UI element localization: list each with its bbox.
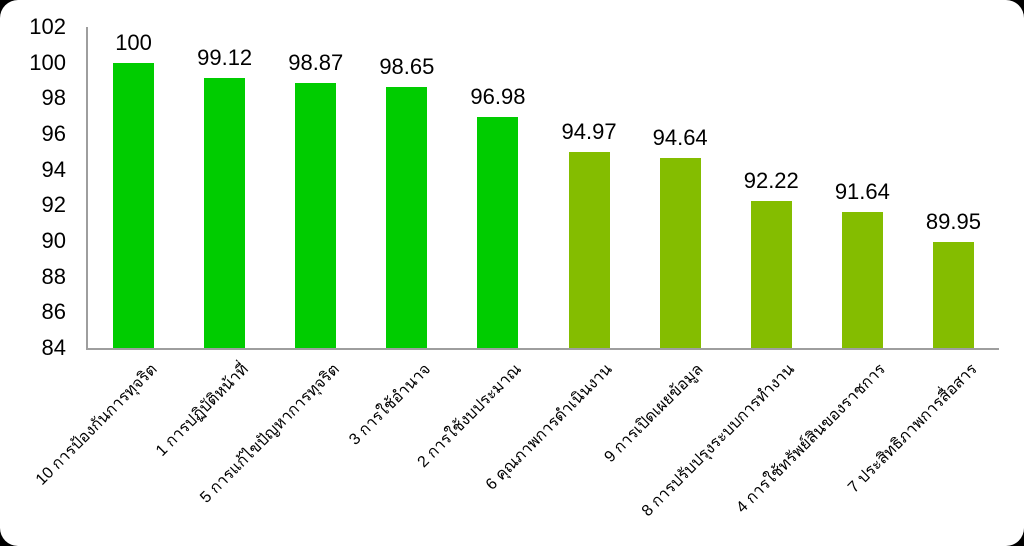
- bar: [841, 211, 883, 348]
- bar-value-label: 98.65: [379, 53, 435, 79]
- y-axis-tick-label: 86: [41, 299, 66, 325]
- x-axis-category-label: 8 การปรับปรุงระบบการทำงาน: [638, 360, 799, 521]
- x-axis-line: [86, 348, 999, 350]
- bar: [659, 158, 701, 348]
- bar-value-label: 98.87: [288, 49, 344, 75]
- bar: [568, 152, 610, 348]
- bar-value-label: 94.64: [652, 125, 708, 151]
- bar-value-label: 92.22: [743, 168, 799, 194]
- x-axis-category-label: 3 การใช้อำนาจ: [345, 360, 434, 449]
- y-axis-tick-label: 84: [41, 335, 66, 360]
- bar: [477, 116, 519, 348]
- bar: [386, 86, 428, 348]
- x-axis-category-label: 10 การป้องกันการทุจริต: [32, 360, 161, 489]
- bar-value-label: 96.98: [470, 83, 526, 109]
- y-axis-line: [86, 27, 88, 350]
- y-axis-tick-label: 98: [41, 85, 66, 111]
- bar-value-label: 94.97: [561, 119, 617, 145]
- y-axis-tick-label: 94: [41, 156, 66, 182]
- y-axis-tick-label: 88: [41, 263, 66, 289]
- bar-value-label: 99.12: [197, 45, 253, 71]
- y-axis-tick-label: 90: [41, 228, 66, 253]
- bar: [750, 201, 792, 348]
- y-axis-tick-label: 102: [29, 14, 66, 39]
- y-axis-tick-label: 96: [41, 121, 66, 146]
- y-axis-tick-label: 100: [29, 49, 66, 75]
- bar: [932, 241, 974, 348]
- bar-value-label: 91.64: [834, 178, 890, 204]
- bar-value-label: 89.95: [925, 208, 981, 234]
- bar: [295, 82, 337, 348]
- x-axis-category-label: 4 การใช้ทรัพย์สินของราชการ: [733, 360, 890, 517]
- bar: [113, 62, 155, 348]
- bar-value-label: 100: [115, 29, 152, 55]
- bar: [204, 78, 246, 348]
- y-axis-tick-label: 92: [41, 192, 66, 218]
